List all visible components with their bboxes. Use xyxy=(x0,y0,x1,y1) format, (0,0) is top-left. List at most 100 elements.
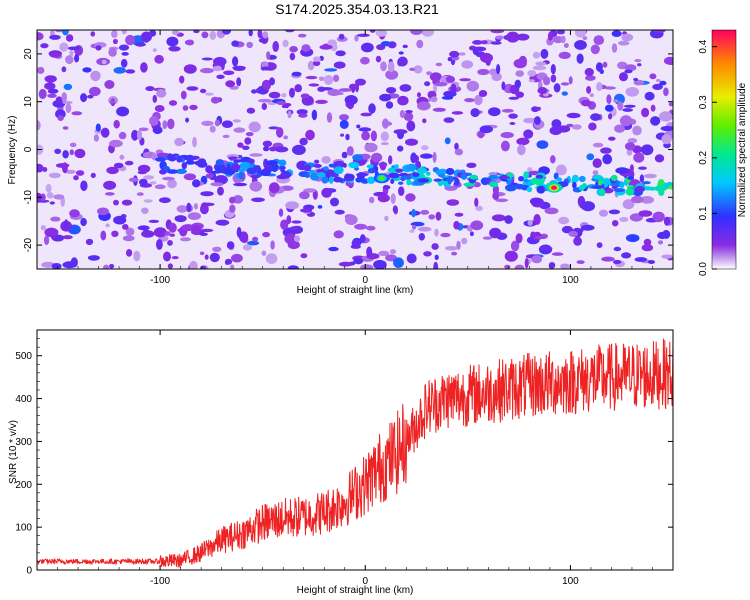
signal-cell xyxy=(304,173,310,178)
heatmap-cell xyxy=(634,59,642,63)
heatmap-cell xyxy=(550,64,556,75)
heatmap-cell xyxy=(661,134,672,145)
heatmap-cell xyxy=(205,173,214,179)
heatmap-cell xyxy=(659,111,673,122)
heatmap-cell xyxy=(611,43,618,53)
heatmap-cell xyxy=(87,94,94,99)
heatmap-cell xyxy=(553,83,561,93)
x-tick-label: 100 xyxy=(562,275,579,286)
heatmap-cell xyxy=(663,216,671,226)
heatmap-cell xyxy=(50,216,61,222)
heatmap-cell xyxy=(420,209,430,215)
heatmap-cell xyxy=(176,205,188,213)
signal-cell xyxy=(398,181,404,185)
heatmap-cell xyxy=(55,96,63,105)
heatmap-cell xyxy=(293,235,301,242)
heatmap-cell xyxy=(54,148,62,154)
heatmap-cell xyxy=(251,89,257,94)
heatmap-cell xyxy=(105,223,110,228)
heatmap-cell xyxy=(622,108,633,112)
heatmap-cell xyxy=(549,126,563,136)
heatmap-cell xyxy=(189,260,198,269)
heatmap-cell xyxy=(416,39,424,49)
heatmap-cell xyxy=(74,148,86,159)
heatmap-cell xyxy=(380,142,389,146)
heatmap-cell xyxy=(101,59,107,65)
heatmap-cell xyxy=(307,60,315,71)
heatmap-cell xyxy=(193,203,198,210)
heatmap-cell xyxy=(118,131,127,140)
heatmap-cell xyxy=(318,76,325,82)
heatmap-cell xyxy=(491,72,503,82)
heatmap-cell xyxy=(121,199,133,206)
heatmap-cell xyxy=(621,33,634,42)
heatmap-cell xyxy=(614,124,625,133)
colorbar-tick-label: 0.3 xyxy=(698,95,709,109)
signal-cell xyxy=(619,181,625,189)
heatmap-cell xyxy=(262,31,269,39)
heatmap-cell xyxy=(495,198,509,203)
heatmap-cell xyxy=(533,214,541,225)
heatmap-cell xyxy=(501,81,506,91)
heatmap-cell xyxy=(193,30,200,34)
heatmap-cell xyxy=(149,115,159,126)
signal-cell xyxy=(390,179,395,184)
heatmap-cell xyxy=(515,70,524,77)
heatmap-cell xyxy=(339,114,349,121)
y-tick-label: 0 xyxy=(26,566,32,577)
heatmap-cell xyxy=(447,57,452,62)
heatmap-cell xyxy=(333,61,346,69)
signal-cell xyxy=(613,188,626,193)
heatmap-cell xyxy=(421,30,435,37)
heatmap-cell xyxy=(171,256,179,260)
heatmap-cell xyxy=(103,264,110,269)
heatmap-cell xyxy=(528,79,535,83)
heatmap-cell xyxy=(423,251,432,257)
heatmap-cell xyxy=(141,230,155,238)
heatmap-cell xyxy=(409,67,416,72)
heatmap-cell xyxy=(584,68,594,77)
signal-cell xyxy=(416,167,427,174)
heatmap-cell xyxy=(201,57,213,61)
signal-cell xyxy=(328,176,334,184)
heatmap-cell xyxy=(69,209,80,218)
heatmap-cell xyxy=(231,253,243,263)
heatmap-cell xyxy=(470,220,484,231)
heatmap-cell xyxy=(261,250,267,256)
heatmap-cell xyxy=(551,252,564,256)
heatmap-cell xyxy=(477,130,484,139)
heatmap-cell xyxy=(40,193,46,202)
heatmap-cell xyxy=(534,116,541,125)
signal-cell xyxy=(531,177,538,185)
heatmap-cell xyxy=(566,112,581,119)
heatmap-cell xyxy=(131,129,139,141)
heatmap-cell xyxy=(67,46,81,51)
heatmap-cell xyxy=(445,246,458,251)
heatmap-cell xyxy=(261,103,267,110)
signal-cell xyxy=(248,158,255,164)
heatmap-cell xyxy=(464,98,475,103)
heatmap-cell xyxy=(65,55,74,65)
heatmap-cell xyxy=(237,142,244,148)
heatmap-cell xyxy=(242,244,253,251)
heatmap-cell xyxy=(624,69,633,74)
heatmap-cell xyxy=(626,149,633,156)
signal-cell xyxy=(215,159,224,166)
heatmap-cell xyxy=(600,147,612,154)
heatmap-cell xyxy=(80,217,87,227)
heatmap-cell xyxy=(227,156,238,160)
heatmap-cell xyxy=(405,138,418,146)
heatmap-cell xyxy=(339,119,349,129)
heatmap-cell xyxy=(561,91,568,96)
heatmap-cell xyxy=(574,40,587,50)
heatmap-cell xyxy=(547,31,554,41)
heatmap-cell xyxy=(542,76,551,86)
heatmap-cell xyxy=(428,214,436,220)
heatmap-cell xyxy=(210,96,220,104)
heatmap-cell xyxy=(200,67,214,74)
heatmap-cell xyxy=(315,99,328,104)
heatmap-cell xyxy=(550,155,556,164)
heatmap-cell xyxy=(380,131,389,142)
heatmap-cell xyxy=(444,137,451,145)
